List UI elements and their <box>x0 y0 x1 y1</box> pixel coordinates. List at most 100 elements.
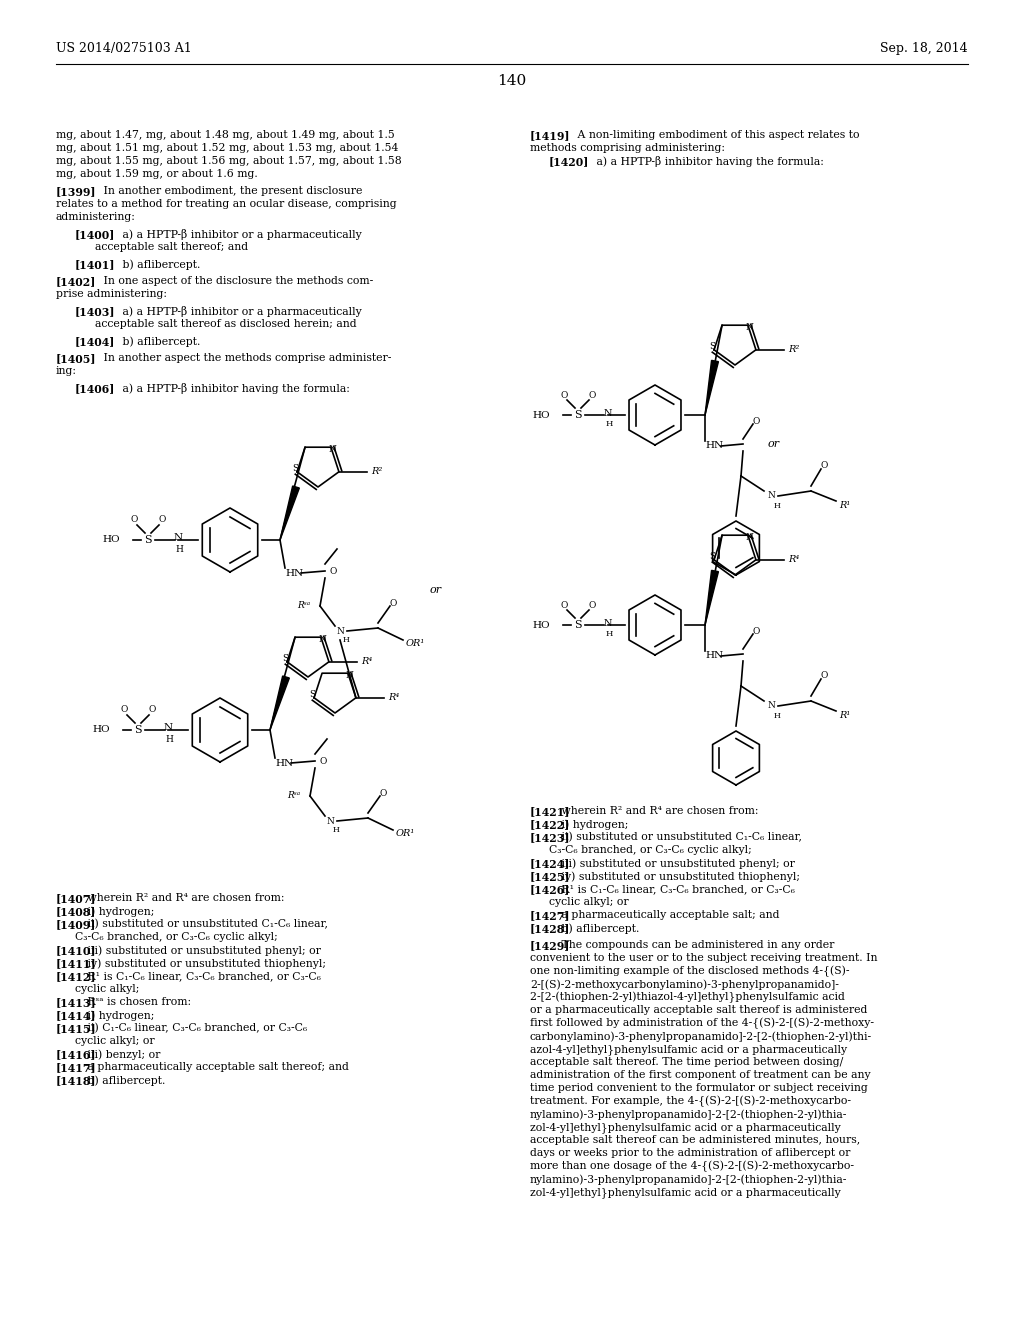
Text: O: O <box>120 705 128 714</box>
Text: [1411]: [1411] <box>56 958 96 969</box>
Text: S: S <box>574 620 582 630</box>
Text: S: S <box>574 411 582 420</box>
Text: [1409]: [1409] <box>56 919 96 931</box>
Text: R¹ is C₁-C₆ linear, C₃-C₆ branched, or C₃-C₆: R¹ is C₁-C₆ linear, C₃-C₆ branched, or C… <box>77 972 321 981</box>
Text: [1404]: [1404] <box>75 337 116 347</box>
Text: HN: HN <box>705 441 723 450</box>
Text: [1413]: [1413] <box>56 997 96 1008</box>
Text: N: N <box>746 533 754 541</box>
Text: HO: HO <box>532 620 550 630</box>
Text: acceptable salt thereof can be administered minutes, hours,: acceptable salt thereof can be administe… <box>530 1135 860 1144</box>
Text: prise administering:: prise administering: <box>56 289 167 300</box>
Text: ii) substituted or unsubstituted C₁-C₆ linear,: ii) substituted or unsubstituted C₁-C₆ l… <box>551 832 802 842</box>
Text: administration of the first component of treatment can be any: administration of the first component of… <box>530 1071 870 1080</box>
Text: cyclic alkyl;: cyclic alkyl; <box>75 983 139 994</box>
Text: or a pharmaceutically acceptable salt thereof is administered: or a pharmaceutically acceptable salt th… <box>530 1005 867 1015</box>
Text: N: N <box>603 408 612 417</box>
Text: S: S <box>709 552 715 561</box>
Text: [1406]: [1406] <box>75 383 116 393</box>
Polygon shape <box>705 360 719 414</box>
Text: [1426]: [1426] <box>530 884 570 895</box>
Text: [1403]: [1403] <box>75 306 116 317</box>
Text: a pharmaceutically acceptable salt; and: a pharmaceutically acceptable salt; and <box>551 909 779 920</box>
Text: [1410]: [1410] <box>56 945 96 956</box>
Text: mg, about 1.59 mg, or about 1.6 mg.: mg, about 1.59 mg, or about 1.6 mg. <box>56 169 258 180</box>
Text: iv) substituted or unsubstituted thiophenyl;: iv) substituted or unsubstituted thiophe… <box>77 958 326 969</box>
Text: O: O <box>389 598 396 607</box>
Text: cyclic alkyl; or: cyclic alkyl; or <box>75 1036 155 1045</box>
Text: R¹: R¹ <box>839 500 850 510</box>
Text: a) a HPTP-β inhibitor having the formula:: a) a HPTP-β inhibitor having the formula… <box>586 156 824 168</box>
Text: iii) benzyl; or: iii) benzyl; or <box>77 1049 160 1060</box>
Text: acceptable salt thereof; and: acceptable salt thereof; and <box>95 242 248 252</box>
Text: US 2014/0275103 A1: US 2014/0275103 A1 <box>56 42 191 55</box>
Text: A non-limiting embodiment of this aspect relates to: A non-limiting embodiment of this aspect… <box>567 129 859 140</box>
Text: HO: HO <box>532 411 550 420</box>
Text: [1421]: [1421] <box>530 807 570 817</box>
Polygon shape <box>280 486 299 540</box>
Text: relates to a method for treating an ocular disease, comprising: relates to a method for treating an ocul… <box>56 199 396 209</box>
Text: S: S <box>282 655 288 663</box>
Text: S: S <box>144 535 152 545</box>
Text: H: H <box>343 636 349 644</box>
Text: N: N <box>326 817 334 825</box>
Text: N: N <box>603 619 612 627</box>
Text: N: N <box>329 445 337 454</box>
Text: i) hydrogen;: i) hydrogen; <box>551 818 628 829</box>
Text: R⁴: R⁴ <box>787 556 799 564</box>
Text: [1402]: [1402] <box>56 276 96 286</box>
Text: b) aflibercept.: b) aflibercept. <box>112 337 201 347</box>
Text: OR¹: OR¹ <box>406 639 425 648</box>
Text: 140: 140 <box>498 74 526 88</box>
Text: mg, about 1.47, mg, about 1.48 mg, about 1.49 mg, about 1.5: mg, about 1.47, mg, about 1.48 mg, about… <box>56 129 394 140</box>
Text: S: S <box>709 342 715 351</box>
Text: 2-[2-(thiophen-2-yl)thiazol-4-yl]ethyl}phenylsulfamic acid: 2-[2-(thiophen-2-yl)thiazol-4-yl]ethyl}p… <box>530 993 845 1003</box>
Text: [1422]: [1422] <box>530 818 570 830</box>
Text: O: O <box>753 627 760 635</box>
Text: S: S <box>292 465 298 474</box>
Text: more than one dosage of the 4-{(S)-2-[(S)-2-methoxycarbo-: more than one dosage of the 4-{(S)-2-[(S… <box>530 1162 854 1172</box>
Text: [1399]: [1399] <box>56 186 96 197</box>
Text: [1423]: [1423] <box>530 832 570 843</box>
Text: treatment. For example, the 4-{(S)-2-[(S)-2-methoxycarbо-: treatment. For example, the 4-{(S)-2-[(S… <box>530 1096 851 1107</box>
Text: acceptable salt thereof. The time period between dosing/: acceptable salt thereof. The time period… <box>530 1057 843 1067</box>
Text: O: O <box>148 705 156 714</box>
Text: [1408]: [1408] <box>56 906 96 917</box>
Text: time period convenient to the formulator or subject receiving: time period convenient to the formulator… <box>530 1082 867 1093</box>
Text: [1401]: [1401] <box>75 259 116 271</box>
Text: [1407]: [1407] <box>56 894 96 904</box>
Text: H: H <box>773 711 780 719</box>
Text: mg, about 1.51 mg, about 1.52 mg, about 1.53 mg, about 1.54: mg, about 1.51 mg, about 1.52 mg, about … <box>56 143 398 153</box>
Text: C₃-C₆ branched, or C₃-C₆ cyclic alkyl;: C₃-C₆ branched, or C₃-C₆ cyclic alkyl; <box>75 932 278 942</box>
Text: N: N <box>746 322 754 331</box>
Text: mg, about 1.55 mg, about 1.56 mg, about 1.57, mg, about 1.58: mg, about 1.55 mg, about 1.56 mg, about … <box>56 156 401 166</box>
Text: HO: HO <box>102 536 120 544</box>
Text: OR¹: OR¹ <box>396 829 416 838</box>
Text: [1417]: [1417] <box>56 1063 96 1073</box>
Text: HN: HN <box>705 652 723 660</box>
Text: ii) substituted or unsubstituted C₁-C₆ linear,: ii) substituted or unsubstituted C₁-C₆ l… <box>77 919 328 929</box>
Text: a) a HPTP-β inhibitor or a pharmaceutically: a) a HPTP-β inhibitor or a pharmaceutica… <box>112 228 361 240</box>
Text: a) a HPTP-β inhibitor having the formula:: a) a HPTP-β inhibitor having the formula… <box>112 383 350 393</box>
Text: [1416]: [1416] <box>56 1049 96 1060</box>
Text: H: H <box>165 734 173 743</box>
Text: H: H <box>773 502 780 510</box>
Text: cyclic alkyl; or: cyclic alkyl; or <box>549 898 629 907</box>
Text: N: N <box>336 627 344 635</box>
Text: zol-4-yl]ethyl}phenylsulfamic acid or a pharmaceutically: zol-4-yl]ethyl}phenylsulfamic acid or a … <box>530 1122 841 1133</box>
Text: In one aspect of the disclosure the methods com-: In one aspect of the disclosure the meth… <box>93 276 374 286</box>
Text: O: O <box>130 516 137 524</box>
Text: N: N <box>346 671 354 680</box>
Text: iii) substituted or unsubstituted phenyl; or: iii) substituted or unsubstituted phenyl… <box>77 945 321 956</box>
Text: convenient to the user or to the subject receiving treatment. In: convenient to the user or to the subject… <box>530 953 878 964</box>
Text: [1428]: [1428] <box>530 923 570 935</box>
Text: In another aspect the methods comprise administer-: In another aspect the methods comprise a… <box>93 352 391 363</box>
Text: nylamino)-3-phenylpropanamido]-2-[2-(thiophen-2-yl)thia-: nylamino)-3-phenylpropanamido]-2-[2-(thi… <box>530 1109 848 1119</box>
Text: N: N <box>164 723 173 733</box>
Text: S: S <box>309 690 315 700</box>
Text: R⁴: R⁴ <box>360 657 372 667</box>
Text: N: N <box>767 701 775 710</box>
Text: O: O <box>560 601 567 610</box>
Text: O: O <box>820 462 827 470</box>
Text: Rˢᵃ: Rˢᵃ <box>287 792 300 800</box>
